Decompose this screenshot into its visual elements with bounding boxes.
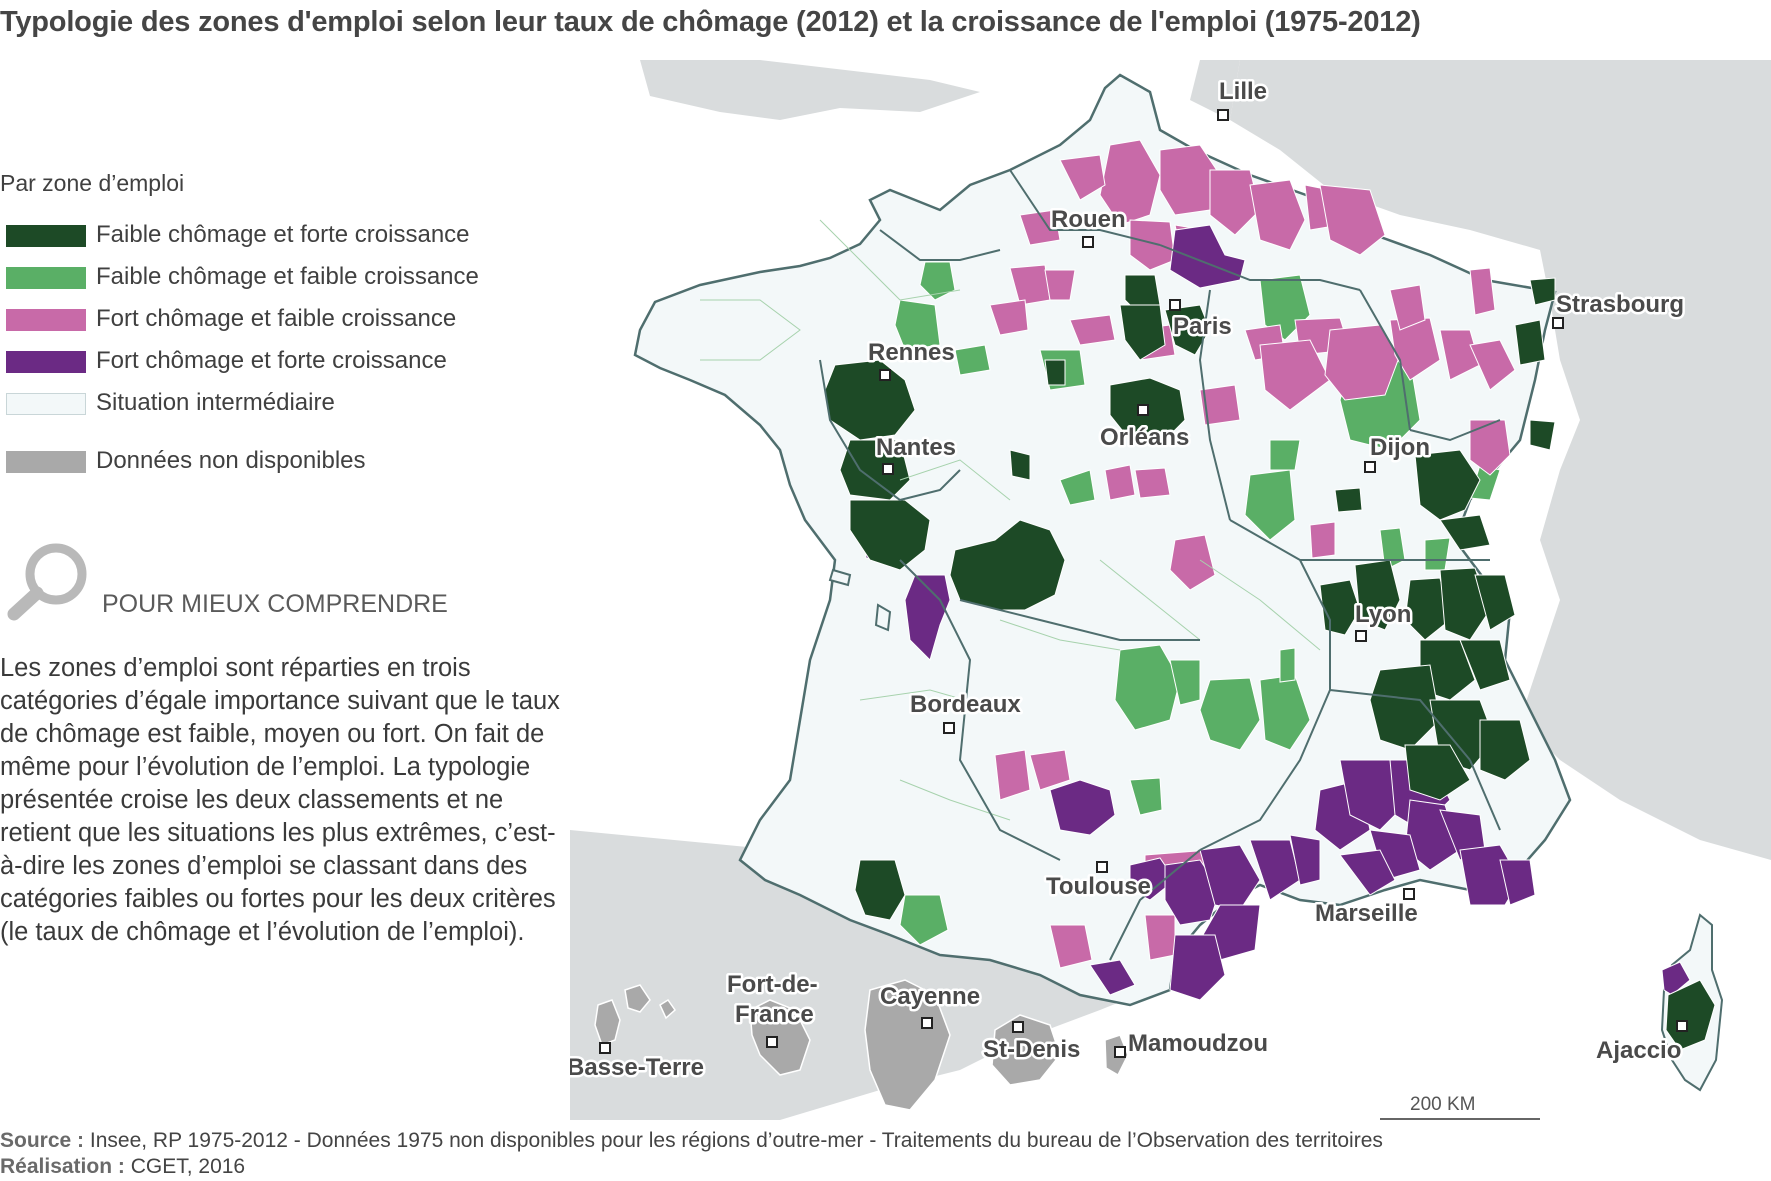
- legend-label: Faible chômage et forte croissance: [96, 221, 470, 248]
- legend-label: Fort chômage et faible croissance: [96, 305, 457, 332]
- legend-label: Situation intermédiaire: [96, 389, 335, 416]
- zones-low-unemployment-low-growth: [894, 261, 1501, 946]
- map: Lille Rouen Strasbourg Paris Rennes Orlé…: [570, 60, 1771, 1120]
- city-marker-paris: [1169, 299, 1181, 311]
- source-text: Insee, RP 1975-2012 - Données 1975 non d…: [89, 1129, 1383, 1152]
- zone-borders: [700, 219, 1321, 821]
- city-label-rouen: Rouen: [1051, 206, 1126, 233]
- credit-text: CGET, 2016: [130, 1155, 246, 1178]
- legend-swatch: [6, 393, 86, 415]
- city-label-lyon: Lyon: [1355, 601, 1411, 628]
- france-mainland: [633, 73, 1572, 1007]
- city-marker-dijon: [1364, 461, 1376, 473]
- city-label-fort-de-france-line2: France: [735, 1001, 814, 1028]
- legend-heading: Par zone d’emploi: [0, 170, 185, 196]
- city-label-strasbourg: Strasbourg: [1556, 291, 1684, 318]
- city-marker-lyon: [1355, 630, 1367, 642]
- legend-label: Données non disponibles: [96, 447, 366, 474]
- magnifier-icon: [7, 543, 87, 621]
- city-label-dijon: Dijon: [1370, 434, 1430, 461]
- city-marker-bordeaux: [943, 722, 955, 734]
- map-title: Typologie des zones d'emploi selon leur …: [0, 6, 1421, 38]
- city-labels: Lille Rouen Strasbourg Paris Rennes Orlé…: [570, 76, 1687, 1084]
- city-label-rennes: Rennes: [868, 339, 955, 366]
- city-label-ajaccio: Ajaccio: [1596, 1037, 1681, 1064]
- city-label-mamoudzou: Mamoudzou: [1128, 1030, 1268, 1057]
- city-marker-fort-de-france: [766, 1036, 778, 1048]
- zones-low-unemployment-high-growth: [824, 274, 1556, 921]
- city-marker-toulouse: [1096, 861, 1108, 873]
- city-marker-rouen: [1082, 236, 1094, 248]
- city-markers: [599, 109, 1688, 1058]
- scale-label: 200 KM: [1410, 1094, 1475, 1115]
- legend-item-no-data: Données non disponibles: [0, 445, 570, 487]
- map-svg: Lille Rouen Strasbourg Paris Rennes Orlé…: [570, 60, 1771, 1120]
- city-marker-basse-terre: [599, 1042, 611, 1054]
- legend-label: Fort chômage et forte croissance: [96, 347, 447, 374]
- legend-swatch: [6, 309, 86, 331]
- zones-high-unemployment-low-growth: [989, 139, 1516, 969]
- understand-text: Les zones d’emploi sont réparties en tro…: [0, 654, 560, 946]
- legend-swatch: [6, 267, 86, 289]
- scale-bar: 200 KM: [1380, 1094, 1540, 1120]
- atlantic-islands: [828, 568, 892, 632]
- credit-line: Réalisation : CGET, 2016: [0, 1154, 1383, 1180]
- legend: Par zone d’emploi Faible chômage et fort…: [0, 170, 570, 487]
- city-label-marseille: Marseille: [1315, 900, 1418, 927]
- overseas-territories: [594, 979, 1129, 1111]
- footer: Source : Insee, RP 1975-2012 - Données 1…: [0, 1128, 1383, 1180]
- city-marker-orleans: [1137, 404, 1149, 416]
- city-marker-strasbourg: [1552, 317, 1564, 329]
- city-marker-lille: [1217, 109, 1229, 121]
- city-marker-ajaccio: [1676, 1020, 1688, 1032]
- city-marker-st-denis: [1012, 1021, 1024, 1033]
- legend-item-high-unemployment-high-growth: Fort chômage et forte croissance: [0, 345, 570, 387]
- legend-label: Faible chômage et faible croissance: [96, 263, 479, 290]
- understand-title: POUR MIEUX COMPRENDRE: [102, 590, 448, 618]
- city-label-toulouse: Toulouse: [1046, 873, 1151, 900]
- city-label-cayenne: Cayenne: [880, 983, 980, 1010]
- credit-label: Réalisation :: [0, 1155, 125, 1178]
- legend-swatch: [6, 225, 86, 247]
- city-label-st-denis: St-Denis: [983, 1036, 1080, 1063]
- legend-item-intermediate: Situation intermédiaire: [0, 387, 570, 429]
- city-marker-rennes: [879, 369, 891, 381]
- city-marker-nantes: [882, 463, 894, 475]
- source-label: Source :: [0, 1129, 85, 1152]
- city-marker-marseille: [1403, 888, 1415, 900]
- city-label-orleans: Orléans: [1100, 424, 1189, 451]
- city-label-paris: Paris: [1173, 313, 1232, 340]
- legend-item-high-unemployment-low-growth: Fort chômage et faible croissance: [0, 303, 570, 345]
- legend-swatch: [6, 351, 86, 373]
- region-borders: [819, 169, 1501, 961]
- legend-item-low-unemployment-high-growth: Faible chômage et forte croissance: [0, 219, 570, 261]
- city-label-basse-terre: Basse-Terre: [570, 1054, 704, 1081]
- city-marker-cayenne: [921, 1017, 933, 1029]
- city-label-lille: Lille: [1219, 78, 1267, 105]
- city-label-bordeaux: Bordeaux: [910, 691, 1021, 718]
- city-label-nantes: Nantes: [876, 434, 956, 461]
- city-marker-mamoudzou: [1114, 1046, 1126, 1058]
- city-label-fort-de-france-line1: Fort-de-: [727, 971, 818, 998]
- corsica: [1660, 913, 1724, 1092]
- legend-item-low-unemployment-low-growth: Faible chômage et faible croissance: [0, 261, 570, 303]
- legend-swatch: [6, 451, 86, 473]
- source-line: Source : Insee, RP 1975-2012 - Données 1…: [0, 1128, 1383, 1154]
